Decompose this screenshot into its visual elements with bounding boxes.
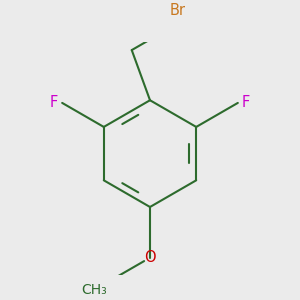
Text: F: F — [50, 95, 58, 110]
Text: Br: Br — [170, 3, 186, 18]
Text: F: F — [242, 95, 250, 110]
Text: O: O — [144, 250, 156, 265]
Text: CH₃: CH₃ — [81, 283, 107, 297]
